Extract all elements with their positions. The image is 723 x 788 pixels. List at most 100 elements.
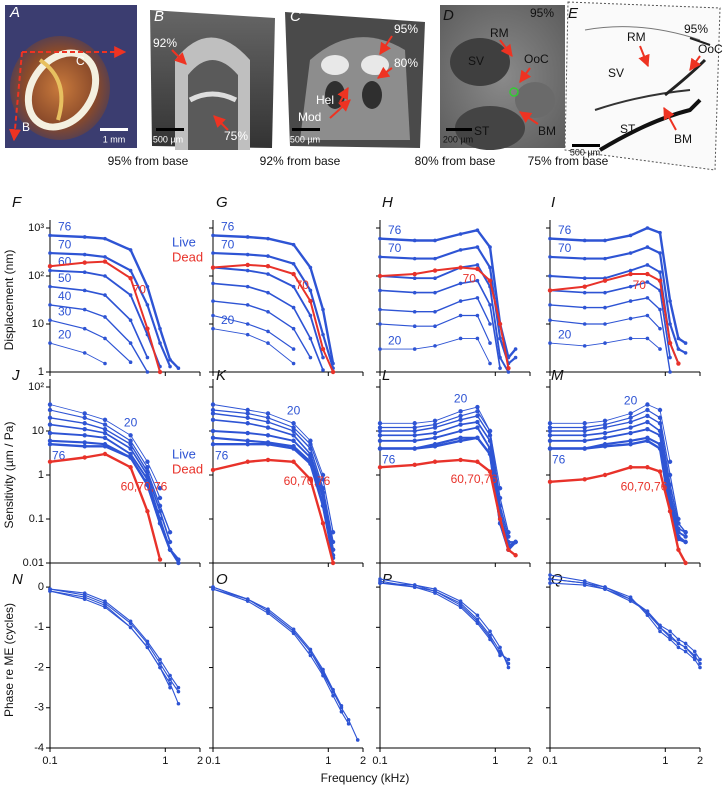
data-point — [668, 370, 672, 374]
image-a — [5, 5, 137, 148]
data-point — [245, 252, 250, 257]
data-point — [265, 419, 271, 425]
chart: H 76 70 20 70 — [376, 194, 531, 376]
series-line — [212, 404, 324, 476]
data-point — [82, 426, 87, 432]
series-line — [212, 588, 334, 692]
data-point — [668, 355, 672, 360]
caption: 75% from base — [528, 154, 609, 168]
data-point — [645, 296, 650, 300]
data-point — [355, 738, 360, 742]
data-point — [291, 305, 296, 310]
data-point — [658, 251, 662, 255]
data-point — [265, 433, 271, 438]
data-point — [412, 256, 417, 261]
y-axis-title: Phase re ME (cycles) — [2, 603, 16, 717]
data-point — [475, 435, 480, 441]
data-point — [128, 438, 133, 443]
data-point — [82, 252, 87, 257]
data-point — [245, 407, 250, 413]
data-point — [145, 477, 150, 482]
series-label: 60 — [58, 255, 72, 269]
data-point — [548, 341, 552, 345]
data-point — [210, 265, 216, 270]
data-point — [102, 435, 108, 441]
data-point — [645, 226, 650, 230]
data-point — [245, 322, 250, 326]
data-point — [582, 344, 587, 348]
series-label: 20 — [58, 327, 72, 341]
data-point — [488, 303, 492, 307]
data-point — [432, 430, 438, 436]
data-point — [603, 322, 607, 326]
chart: M 20 76 60,70,76 — [546, 367, 701, 567]
data-point — [475, 313, 480, 318]
data-point — [291, 433, 296, 438]
data-point — [692, 655, 697, 660]
data-point — [48, 251, 52, 255]
series-line — [379, 314, 491, 344]
series-label: 76 — [215, 448, 229, 462]
data-point — [458, 265, 463, 270]
data-point — [412, 438, 417, 443]
x-tick-label: 2 — [527, 755, 533, 767]
data-point — [602, 278, 608, 283]
data-point — [412, 462, 417, 468]
data-point — [458, 457, 463, 463]
series-line — [549, 574, 701, 668]
y-tick-label: 10² — [28, 381, 44, 393]
image-annotation: OoC — [524, 52, 549, 66]
series-label: 60,70,76 — [284, 474, 331, 488]
data-point — [210, 442, 216, 447]
panel-label: N — [12, 571, 23, 588]
image-annotation: 92% — [153, 36, 177, 50]
series-label: 76 — [558, 223, 572, 237]
series-line — [212, 586, 359, 741]
data-point — [266, 609, 270, 614]
series-label: 20 — [558, 327, 572, 341]
series-label: 40 — [58, 289, 72, 303]
data-point — [657, 433, 663, 438]
data-point — [547, 446, 553, 451]
data-point — [628, 442, 633, 447]
data-point — [548, 303, 552, 307]
data-point — [145, 639, 150, 644]
data-point — [265, 411, 271, 416]
data-point — [547, 425, 553, 430]
data-point — [645, 407, 650, 413]
data-point — [513, 355, 518, 360]
series-line — [379, 297, 491, 325]
data-point — [628, 233, 633, 238]
data-point — [548, 274, 552, 278]
data-point — [245, 411, 250, 416]
y-tick-label: 0.1 — [29, 513, 44, 525]
data-point — [412, 347, 417, 351]
data-point — [487, 428, 493, 434]
chart: K 20 76 60,70,76 — [209, 367, 364, 567]
data-point — [582, 433, 587, 438]
image-annotation: C — [76, 54, 85, 68]
data-point — [320, 521, 326, 526]
data-point — [48, 589, 52, 593]
data-point — [547, 421, 553, 426]
data-point — [658, 307, 662, 312]
data-point — [176, 689, 181, 694]
image-d — [440, 5, 565, 150]
data-point — [602, 425, 608, 430]
data-point — [645, 336, 650, 341]
data-point — [667, 459, 673, 464]
data-point — [645, 402, 650, 407]
data-point — [48, 268, 52, 273]
data-point — [308, 653, 313, 658]
series-label: 76 — [52, 448, 66, 462]
data-point — [645, 271, 650, 277]
data-point — [47, 422, 53, 427]
data-point — [321, 307, 325, 312]
image-annotation: RM — [490, 26, 509, 40]
x-tick-label: 0.1 — [205, 755, 220, 767]
data-point — [657, 469, 663, 474]
data-point — [433, 276, 437, 280]
data-point — [698, 661, 702, 666]
data-point — [676, 645, 681, 650]
